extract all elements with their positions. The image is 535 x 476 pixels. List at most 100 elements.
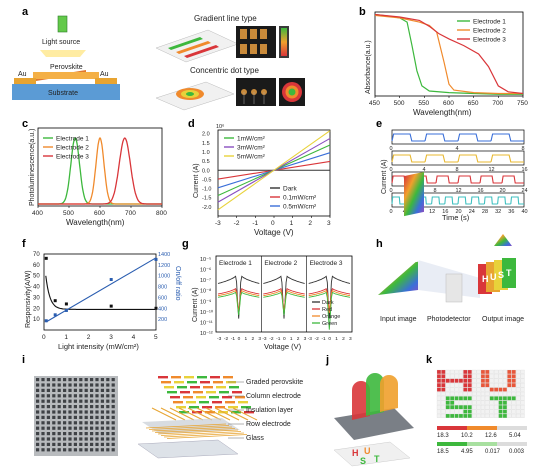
array-pixel	[36, 394, 40, 398]
pixel-cell	[485, 405, 490, 410]
f-y2tick-label-4: 1000	[158, 274, 170, 280]
output-letter-h: H	[482, 274, 489, 284]
light-source-label: Light source	[42, 39, 80, 46]
g-subplot-title-0: Electrode 1	[219, 260, 252, 267]
f-onoff-point-4	[154, 257, 158, 261]
array-pixel	[41, 432, 45, 436]
array-pixel	[100, 378, 104, 382]
array-pixel	[95, 426, 99, 430]
f-onoff-point-0	[44, 319, 48, 323]
pixel-cell	[472, 391, 477, 397]
pixel-cell	[450, 383, 455, 388]
perovskite-stripe	[206, 391, 216, 394]
f-xlabel: Light intensity (mW/cm²)	[58, 342, 139, 351]
pixel-cell	[454, 405, 459, 410]
e-row-frame-1	[391, 150, 525, 166]
output-letter-u: U	[490, 272, 497, 282]
g-sub-2-xtick-2: -1	[321, 336, 326, 342]
perovskite-stripe	[196, 396, 206, 399]
pixel-cell	[520, 413, 525, 419]
column-electrode-line	[151, 407, 177, 421]
pixel-cell	[441, 378, 446, 383]
photodetector-icon	[445, 273, 463, 303]
pixel-cell	[450, 409, 455, 414]
layer-stack	[137, 376, 258, 459]
pixel-cell	[472, 374, 477, 379]
e-row-1-tick-0: 0	[390, 167, 393, 173]
array-pixel	[111, 378, 115, 382]
array-pixel	[73, 448, 77, 452]
pixel-cell	[463, 396, 468, 401]
legend-top-1: 10.2	[461, 433, 473, 439]
e-row-3-tick-5: 20	[456, 209, 462, 215]
au-left-label: Au	[18, 71, 27, 78]
pixel-cell	[494, 409, 499, 414]
array-pixel	[106, 432, 110, 436]
array-pixel	[52, 437, 56, 441]
pixel-cell	[472, 387, 477, 392]
array-pixel	[41, 388, 45, 392]
f-responsivity-point-2	[64, 302, 68, 306]
f-ytick-label-1: 20	[33, 306, 40, 312]
array-pixel	[79, 394, 83, 398]
pixel-cell	[516, 383, 521, 388]
array-pixel	[41, 405, 45, 409]
pixel-cell	[511, 391, 516, 397]
pixel-cell	[450, 374, 455, 379]
pixel-cell	[480, 409, 486, 414]
array-pixel	[52, 388, 56, 392]
array-pixel	[106, 399, 110, 403]
pixel-cell	[494, 413, 499, 419]
pixel-cell	[441, 374, 446, 379]
g-legend-label-1: Red	[322, 307, 332, 313]
pixel-cell	[507, 391, 512, 397]
pixel-cell	[489, 413, 494, 419]
array-pixel	[41, 442, 45, 446]
array-pixel	[106, 442, 110, 446]
pixel-cell	[454, 378, 459, 383]
array-pixel	[68, 399, 72, 403]
pixel-cell	[436, 369, 442, 375]
array-pixel	[84, 415, 88, 419]
g-ytick-label-2: 10⁻⁷	[200, 277, 211, 284]
pixel-cell	[520, 387, 525, 392]
pixel-cell	[489, 369, 494, 375]
layer-label-row-electrode: Row electrode	[246, 421, 291, 428]
pixel-cell	[436, 378, 442, 383]
pixel-cell	[511, 374, 516, 379]
d-ylabel: Current (A)	[193, 163, 200, 198]
gradient-strip	[281, 28, 287, 56]
output-letter-t: T	[506, 268, 512, 278]
pixel-cell	[458, 369, 464, 375]
pixel-cell	[450, 405, 455, 410]
perovskite-stripe	[187, 381, 197, 384]
pixel-cell	[458, 409, 464, 414]
array-pixel	[79, 405, 83, 409]
array-pixel	[52, 415, 56, 419]
array-pixel	[73, 432, 77, 436]
g-sub-0-xtick-4: 1	[245, 336, 248, 342]
g-sub-1-xtick-3: 0	[283, 336, 286, 342]
perovskite-stripe	[209, 396, 219, 399]
pixel-cell	[476, 374, 481, 379]
g-sub-1-xtick-5: 2	[297, 336, 300, 342]
array-pixel	[95, 415, 99, 419]
pixel-cell	[507, 387, 512, 392]
legend-bottom-2: 0.017	[485, 449, 501, 455]
array-pixel	[52, 378, 56, 382]
perovskite-stripe	[210, 376, 220, 379]
pixel-cell	[489, 396, 494, 401]
array-pixel	[90, 432, 94, 436]
array-pixel	[95, 448, 99, 452]
concentric-dot-photo-cells	[241, 89, 267, 104]
gradient-line-title: Gradient line type	[194, 14, 257, 23]
f-onoff-point-1	[53, 313, 57, 317]
pixel-cell	[520, 396, 525, 401]
array-pixel	[41, 448, 45, 452]
array-pixel	[84, 442, 88, 446]
array-pixel	[68, 410, 72, 414]
pixel-cell	[454, 387, 459, 392]
array-pixel	[41, 378, 45, 382]
pixel-cell	[467, 391, 472, 397]
pixel-cell	[511, 369, 516, 375]
